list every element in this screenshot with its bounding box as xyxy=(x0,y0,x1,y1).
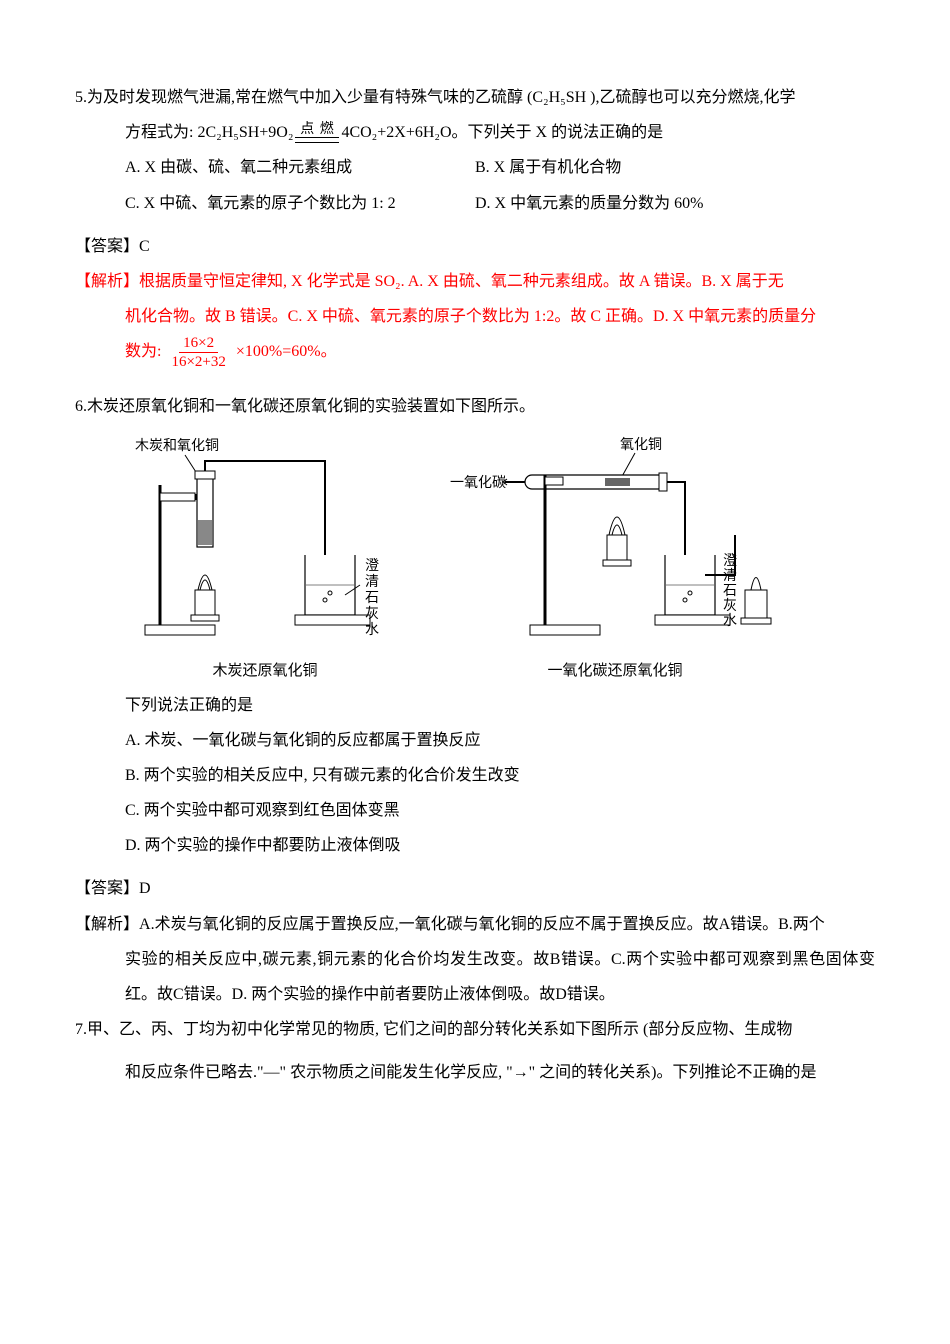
q6-optB: B. 两个实验的相关反应中, 只有碳元素的化合价发生改变 xyxy=(125,758,875,793)
frac-num: 16×2 xyxy=(179,334,218,353)
frac-den: 16×2+32 xyxy=(167,353,229,371)
q5-equation: 方程式为: 2C₂H₅SH+9O₂ 点 燃 4CO₂+2X+6H₂O。下列关于 … xyxy=(125,115,875,150)
label-left-top: 木炭和氧化铜 xyxy=(135,438,219,454)
analysis-label: 【解析】 xyxy=(75,273,139,290)
double-line-icon xyxy=(295,137,339,143)
q6-analysis-cont: 实验的相关反应中,碳元素,铜元素的化合价均发生改变。故B错误。C.两个实验中都可… xyxy=(125,942,875,1012)
question-6: 6.木炭还原氧化铜和一氧化碳还原氧化铜的实验装置如下图所示。 木炭和氧化铜 xyxy=(75,389,875,863)
q5-analysis-line3: 数为: 16×2 16×2+32 ×100%=60%。 xyxy=(125,334,875,371)
q6-analysis-label: 【解析】 xyxy=(75,916,139,933)
q6-analysis: 【解析】A.术炭与氧化铜的反应属于置换反应,一氧化碳与氧化铜的反应不属于置换反应… xyxy=(75,907,875,942)
q5-number: 5. xyxy=(75,89,87,106)
q6-stem: 6.木炭还原氧化铜和一氧化碳还原氧化铜的实验装置如下图所示。 xyxy=(75,389,875,424)
q5-options-row1: A. X 由碳、硫、氧二种元素组成 B. X 属于有机化合物 xyxy=(125,150,875,185)
q6-optC: C. 两个实验中都可观察到红色固体变黑 xyxy=(125,793,875,828)
co-reduction-svg: 氧化铜 一氧化碳 xyxy=(445,435,785,655)
q6-optD: D. 两个实验的操作中都要防止液体倒吸 xyxy=(125,828,875,863)
q7-stem-text: 甲、乙、丙、丁均为初中化学常见的物质, 它们之间的部分转化关系如下图所示 (部分… xyxy=(87,1021,792,1038)
q7-stem-cont: 和反应条件已略去."—" 农示物质之间能发生化学反应, "→" 之间的转化关系)… xyxy=(125,1055,875,1090)
label-right-top: 氧化铜 xyxy=(620,437,662,453)
q5-optC: C. X 中硫、氧元素的原子个数比为 1: 2 xyxy=(125,186,475,221)
q5-eq-suffix: 4CO₂+2X+6H₂O。下列关于 X 的说法正确的是 xyxy=(341,115,663,150)
q6-below: 下列说法正确的是 xyxy=(125,688,875,723)
q6-answer: 【答案】D xyxy=(75,871,875,906)
q5-analysis: 【解析】根据质量守恒定律知, X 化学式是 SO₂. A. X 由硫、氧二种元素… xyxy=(75,264,875,371)
q5-analysis-body1: 根据质量守恒定律知, X 化学式是 SO₂. A. X 由硫、氧二种元素组成。故… xyxy=(139,273,784,290)
q6-optA: A. 术炭、一氧化碳与氧化铜的反应都属于置换反应 xyxy=(125,723,875,758)
arrow-label: 点 燃 xyxy=(300,123,335,137)
q5-stem: 5.为及时发现燃气泄漏,常在燃气中加入少量有特殊气味的乙硫醇 (C₂H₅SH )… xyxy=(75,80,875,115)
q5-stem-text: 为及时发现燃气泄漏,常在燃气中加入少量有特殊气味的乙硫醇 (C₂H₅SH ),乙… xyxy=(87,89,796,106)
fraction-icon: 16×2 16×2+32 xyxy=(167,334,229,371)
q5-analysis-pre: 数为: xyxy=(125,343,165,360)
q5-eq-prefix: 方程式为: 2C₂H₅SH+9O₂ xyxy=(125,115,293,150)
q6-stem-text: 木炭还原氧化铜和一氧化碳还原氧化铜的实验装置如下图所示。 xyxy=(87,398,535,415)
q6-analysis-body: A.术炭与氧化铜的反应属于置换反应,一氧化碳与氧化铜的反应不属于置换反应。故A错… xyxy=(139,916,825,933)
q5-optB: B. X 属于有机化合物 xyxy=(475,150,621,185)
q5-optD: D. X 中氧元素的质量分数为 60% xyxy=(475,186,703,221)
label-right-liquid: 澄清石灰水 xyxy=(723,553,737,629)
q5-analysis-line2: 机化合物。故 B 错误。C. X 中硫、氧元素的原子个数比为 1:2。故 C 正… xyxy=(125,299,875,334)
left-apparatus: 木炭和氧化铜 xyxy=(125,435,405,655)
q5-analysis-line1: 【解析】根据质量守恒定律知, X 化学式是 SO₂. A. X 由硫、氧二种元素… xyxy=(75,264,875,299)
right-apparatus: 氧化铜 一氧化碳 xyxy=(445,435,785,655)
q5-answer: 【答案】C xyxy=(75,229,875,264)
q6-number: 6. xyxy=(75,398,87,415)
q6-diagram: 木炭和氧化铜 xyxy=(125,435,875,688)
q7-number: 7. xyxy=(75,1021,87,1038)
label-right-gas: 一氧化碳 xyxy=(450,475,506,491)
q5-optA: A. X 由碳、硫、氧二种元素组成 xyxy=(125,150,475,185)
reaction-arrow-icon: 点 燃 xyxy=(295,123,339,143)
label-left-liquid: 澄清石灰水 xyxy=(365,558,379,638)
charcoal-reduction-svg: 木炭和氧化铜 xyxy=(125,435,405,655)
question-5: 5.为及时发现燃气泄漏,常在燃气中加入少量有特殊气味的乙硫醇 (C₂H₅SH )… xyxy=(75,80,875,221)
q5-analysis-post: ×100%=60%。 xyxy=(236,343,337,360)
caption-left: 木炭还原氧化铜 xyxy=(125,655,405,688)
caption-right: 一氧化碳还原氧化铜 xyxy=(445,655,785,688)
q5-options-row2: C. X 中硫、氧元素的原子个数比为 1: 2 D. X 中氧元素的质量分数为 … xyxy=(125,186,875,221)
question-7: 7.甲、乙、丙、丁均为初中化学常见的物质, 它们之间的部分转化关系如下图所示 (… xyxy=(75,1012,875,1047)
